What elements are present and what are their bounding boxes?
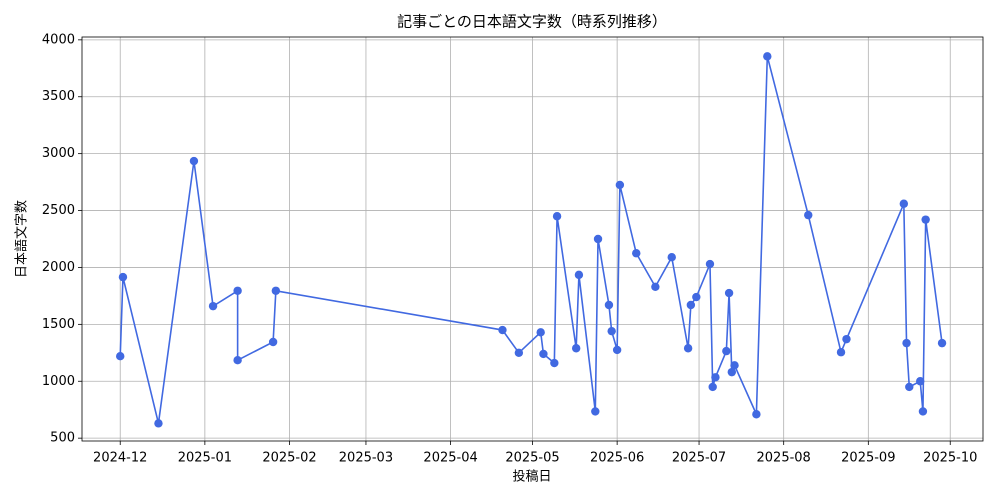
point [651,282,660,291]
point [189,156,199,166]
point [268,337,278,347]
point [550,358,559,368]
point [842,334,851,344]
x-tick-label: 2025-08 [757,451,811,466]
point [752,410,761,419]
point [208,301,218,311]
point [514,348,524,358]
point [902,338,911,348]
x-axis-label: 投稿日 [512,469,551,485]
point [705,259,715,269]
chart-title: 記事ごとの日本語文字数（時系列推移） [397,13,667,31]
y-tick-label: 3000 [42,146,75,161]
line [119,56,943,424]
point [918,407,928,416]
point [686,300,696,310]
point [571,344,581,353]
point [632,249,641,258]
point [724,288,734,298]
y-tick-label: 2500 [42,203,75,218]
point [916,377,925,386]
point [711,373,720,382]
point [683,344,693,353]
point [116,352,125,361]
x-tick-label: 2025-07 [672,451,726,466]
point [271,286,281,295]
x-tick-label: 2025-10 [923,451,977,466]
x-tick-label: 2025-02 [262,451,316,466]
point [591,407,600,416]
y-tick-label: 1500 [42,317,75,332]
point [836,348,846,357]
y-tick-label: 500 [50,431,75,446]
point [727,367,737,377]
x-tick-label: 2025-09 [841,451,895,466]
point [574,270,584,280]
point [604,300,614,310]
y-tick-label: 2000 [42,260,75,275]
point [692,292,701,302]
x-tick-label: 2025-06 [590,451,644,466]
x-tick-label: 2024-12 [93,451,147,466]
x-tick-label: 2025-05 [505,451,559,466]
point [539,349,548,359]
point [763,52,772,61]
point [905,382,914,392]
x-tick-label: 2025-03 [339,451,393,466]
point [233,356,242,365]
point [154,419,163,428]
point [615,180,625,190]
point [708,382,717,392]
y-tick-label: 3500 [42,89,75,104]
point [498,325,507,335]
point [536,328,545,337]
point [118,272,128,282]
point [937,338,947,348]
point [804,210,813,220]
point [607,326,616,336]
x-tick-label: 2025-04 [423,451,477,466]
point [593,234,603,244]
point [921,215,930,224]
point [612,345,622,355]
point [722,346,731,356]
y-tick-label: 4000 [42,32,75,47]
point [899,199,909,208]
point [667,253,676,262]
y-tick-label: 1000 [42,374,75,389]
plot-frame [81,36,984,442]
point [552,212,562,221]
x-tick-label: 2025-01 [178,451,232,466]
point [730,361,739,370]
y-axis-label: 日本語文字数 [14,200,30,278]
point [233,286,242,295]
